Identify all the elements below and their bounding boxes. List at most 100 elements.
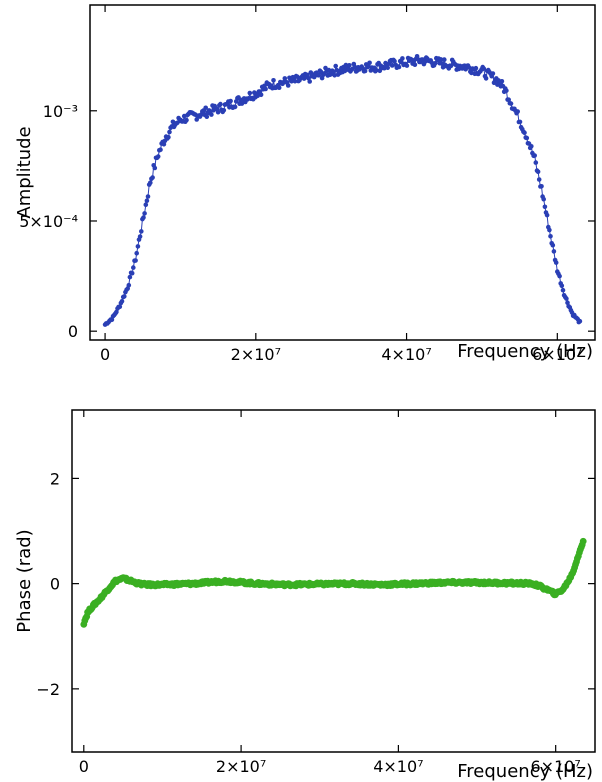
data-point [481, 66, 487, 71]
data-point [126, 282, 132, 288]
data-point [499, 79, 505, 84]
data-point [276, 85, 282, 90]
data-point [539, 184, 544, 189]
data-point [204, 114, 210, 119]
data-point [228, 98, 233, 104]
data-point [367, 60, 372, 66]
data-point [547, 227, 552, 233]
data-point [127, 274, 133, 280]
y-axis-title: Phase (rad) [14, 529, 35, 632]
data-point [515, 109, 520, 114]
y-axis-title: Amplitude [14, 126, 35, 218]
data-point [400, 56, 405, 61]
data-point [203, 105, 208, 111]
x-axis-title: Frequency (Hz) [457, 761, 593, 782]
data-point [550, 242, 556, 248]
data-point [362, 68, 368, 74]
data-point [134, 250, 139, 256]
data-point [483, 76, 489, 81]
data-point [155, 154, 161, 159]
data-point [145, 194, 151, 199]
data-point [166, 134, 171, 140]
data-point [218, 101, 223, 107]
x-tick-label: 0 [79, 757, 89, 776]
data-point [152, 165, 158, 171]
data-point [551, 249, 557, 254]
data-point [129, 270, 135, 276]
data-point [448, 63, 454, 69]
data-point [137, 234, 143, 239]
x-tick-label: 6×10⁷ [530, 757, 580, 776]
data-point [557, 273, 562, 279]
data-point [142, 211, 147, 216]
data-point [541, 196, 546, 202]
y-tick-label: 0 [68, 322, 78, 341]
data-point [282, 76, 288, 81]
data-point [404, 63, 410, 68]
data-point [553, 260, 559, 265]
data-point [122, 294, 127, 299]
data-point [565, 300, 570, 306]
x-tick-label: 2×10⁷ [216, 757, 266, 776]
data-point [564, 296, 569, 301]
data-point [490, 71, 496, 76]
data-point [517, 119, 523, 125]
data-point [352, 64, 358, 70]
data-point [117, 304, 123, 310]
data-point [544, 212, 550, 218]
y-tick-label: 0 [50, 575, 60, 594]
data-point [139, 229, 144, 234]
data-point [271, 78, 276, 83]
data-point [533, 160, 539, 165]
data-point [432, 61, 438, 66]
data-point [311, 74, 317, 80]
series-line [104, 54, 581, 325]
data-point [529, 144, 534, 149]
data-point [131, 265, 136, 270]
data-point [221, 108, 227, 113]
data-point [144, 198, 150, 203]
data-point [559, 283, 565, 289]
plot-frame [89, 4, 596, 341]
data-point [396, 64, 402, 70]
data-point [522, 130, 527, 135]
data-point [307, 79, 313, 84]
y-tick-label: −2 [36, 680, 60, 699]
data-point [167, 129, 172, 135]
data-point [333, 63, 339, 69]
data-point [258, 92, 264, 98]
y-tick-label: 2 [50, 469, 60, 488]
data-point [215, 109, 221, 115]
data-point [247, 90, 253, 96]
data-point [347, 63, 352, 68]
data-point [158, 147, 163, 152]
x-tick-label: 4×10⁷ [381, 345, 431, 364]
x-tick-label: 2×10⁷ [231, 345, 281, 364]
data-point [524, 135, 530, 141]
data-point [577, 318, 583, 324]
data-point [184, 117, 189, 123]
data-point [148, 180, 153, 186]
amplitude-panel: 0 2×10⁷ 4×10⁷ 6×10⁷ 0 5×10⁻⁴ 10⁻³ Frequency (Hz… [14, 4, 596, 364]
data-point [161, 142, 167, 147]
data-point [560, 287, 566, 293]
data-point [292, 78, 298, 84]
data-point [141, 215, 146, 220]
data-point [326, 67, 332, 73]
data-point [579, 537, 587, 545]
phase-panel: 0 2×10⁷ 4×10⁷ 6×10⁷ −2 0 2 Frequency (Hz) Phase … [14, 409, 596, 782]
data-point [114, 309, 119, 315]
x-axis-title: Frequency (Hz) [457, 341, 593, 362]
data-point [263, 86, 268, 92]
data-point [504, 88, 509, 93]
data-point [542, 204, 548, 210]
plot-frame [71, 409, 596, 753]
data-point [412, 62, 418, 67]
y-tick-label: 5×10⁻⁴ [19, 212, 78, 231]
series-1 [80, 537, 587, 628]
y-tick-label: 10⁻³ [43, 102, 78, 121]
data-point [143, 202, 149, 207]
data-point [133, 258, 138, 263]
data-point [442, 57, 447, 62]
